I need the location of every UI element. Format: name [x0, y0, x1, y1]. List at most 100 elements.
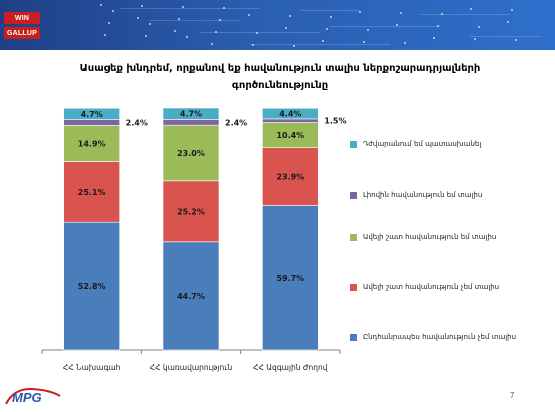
banner-dot	[149, 23, 151, 25]
bar-segment	[63, 161, 120, 223]
legend-item: Ընդհանրապես հավանություն չեմ տալիս	[350, 331, 525, 343]
chart-title: Ասացեք խնդրեմ, որքանով եք հավանություն տ…	[40, 60, 520, 94]
data-label: 4.4%	[279, 110, 301, 119]
banner-dot	[285, 27, 287, 29]
banner-dot	[108, 22, 110, 24]
banner-dot	[112, 10, 114, 12]
banner-dot	[515, 39, 517, 41]
banner-decoration	[330, 26, 440, 27]
banner-decoration	[200, 32, 320, 33]
banner-dot	[293, 45, 295, 47]
banner-dot	[326, 28, 328, 30]
header-logo-win: WIN	[4, 12, 40, 24]
bar-segment	[162, 124, 220, 182]
header-logo-gallup: GALLUP	[4, 27, 40, 39]
banner-dot	[174, 30, 176, 32]
banner-decoration	[420, 14, 510, 15]
data-label: 4.7%	[81, 110, 103, 119]
bar-segment	[63, 125, 120, 162]
banner-dot	[363, 41, 365, 43]
banner-dot	[404, 42, 406, 44]
chart-title-line-2: գործունեությունը	[231, 80, 329, 91]
banner-dot	[478, 26, 480, 28]
data-label: 1.5%	[324, 117, 346, 126]
banner-dot	[256, 32, 258, 34]
mpg-logo-text: MPG	[12, 390, 42, 405]
banner-dot	[289, 15, 291, 17]
banner-dot	[441, 13, 443, 15]
banner-dot	[186, 36, 188, 38]
banner-decoration	[470, 36, 540, 37]
chart-title-line-1: Ասացեք խնդրեմ, որքանով եք հավանություն տ…	[79, 63, 481, 74]
data-label: 44.7%	[177, 292, 205, 301]
banner-dot	[100, 4, 102, 6]
banner-dot	[330, 16, 332, 18]
legend-item: Դժվարանում եմ պատասխանել	[350, 138, 525, 150]
bar-segment	[63, 107, 120, 120]
x-tick-label: ՀՀ Ազգային Ժողով	[253, 363, 328, 372]
banner-dot	[511, 9, 513, 11]
legend-swatch	[350, 334, 357, 341]
banner-dot	[322, 40, 324, 42]
legend-item: Ավելի շատ հավանություն չեմ տալիս	[350, 281, 525, 293]
banner-dot	[437, 25, 439, 27]
data-label: 25.2%	[177, 207, 205, 216]
bar-segment	[162, 180, 220, 243]
mpg-logo: MPG	[4, 386, 64, 408]
x-tick-label: ՀՀ Նախագահ	[63, 363, 121, 372]
banner-dot	[248, 14, 250, 16]
banner-dot	[145, 35, 147, 37]
banner-dot	[141, 5, 143, 7]
bar-segment	[262, 205, 319, 351]
banner-dot	[367, 29, 369, 31]
legend-label: Դժվարանում եմ պատասխանել	[363, 140, 482, 148]
banner-dot	[182, 6, 184, 8]
banner-dot	[215, 31, 217, 33]
data-label: 59.7%	[276, 274, 304, 283]
banner-dot	[400, 12, 402, 14]
banner-dot	[474, 38, 476, 40]
data-label: 2.4%	[225, 118, 247, 127]
bar-segment	[262, 122, 319, 148]
page-number: 7	[510, 391, 515, 400]
bar-segment	[262, 118, 319, 123]
banner-dot	[396, 24, 398, 26]
banner-dot	[252, 44, 254, 46]
bar-segment	[262, 147, 319, 206]
data-label: 4.7%	[180, 110, 202, 119]
legend-swatch	[350, 234, 357, 241]
x-tick-label: ՀՀ կառավարություն	[150, 363, 233, 372]
banner-dot	[433, 37, 435, 39]
banner-dot	[219, 19, 221, 21]
legend-label: Ավելի շատ հավանություն չեմ տալիս	[363, 283, 500, 291]
data-label: 2.4%	[126, 119, 148, 128]
bar-segment	[63, 221, 120, 351]
banner-dot	[507, 21, 509, 23]
banner-dot	[178, 18, 180, 20]
banner-dot	[211, 43, 213, 45]
banner-dot	[359, 11, 361, 13]
banner-decoration	[120, 8, 260, 9]
legend-swatch	[350, 284, 357, 291]
bar-segment	[63, 119, 120, 126]
bar-segment	[162, 241, 220, 351]
data-label: 10.4%	[276, 131, 304, 140]
bar-segment	[162, 119, 220, 126]
legend-label: Ընդհանրապես հավանություն չեմ տալիս	[363, 333, 517, 341]
banner-decoration	[300, 10, 360, 11]
legend-item: Ավելի շատ հավանություն եմ տալիս	[350, 231, 525, 243]
data-label: 52.8%	[78, 282, 106, 291]
legend-label: Լիովին հավանություն եմ տալիս	[363, 191, 483, 199]
legend-swatch	[350, 192, 357, 199]
data-label: 25.1%	[78, 188, 106, 197]
banner-dot	[470, 8, 472, 10]
data-label: 23.0%	[177, 149, 205, 158]
banner-decoration	[150, 20, 240, 21]
banner-dot	[137, 17, 139, 19]
data-label: 14.9%	[78, 139, 106, 148]
legend-label: Ավելի շատ հավանություն եմ տալիս	[363, 233, 497, 241]
banner-dot	[223, 7, 225, 9]
bar-segment	[262, 107, 319, 120]
banner-decoration	[250, 44, 390, 45]
